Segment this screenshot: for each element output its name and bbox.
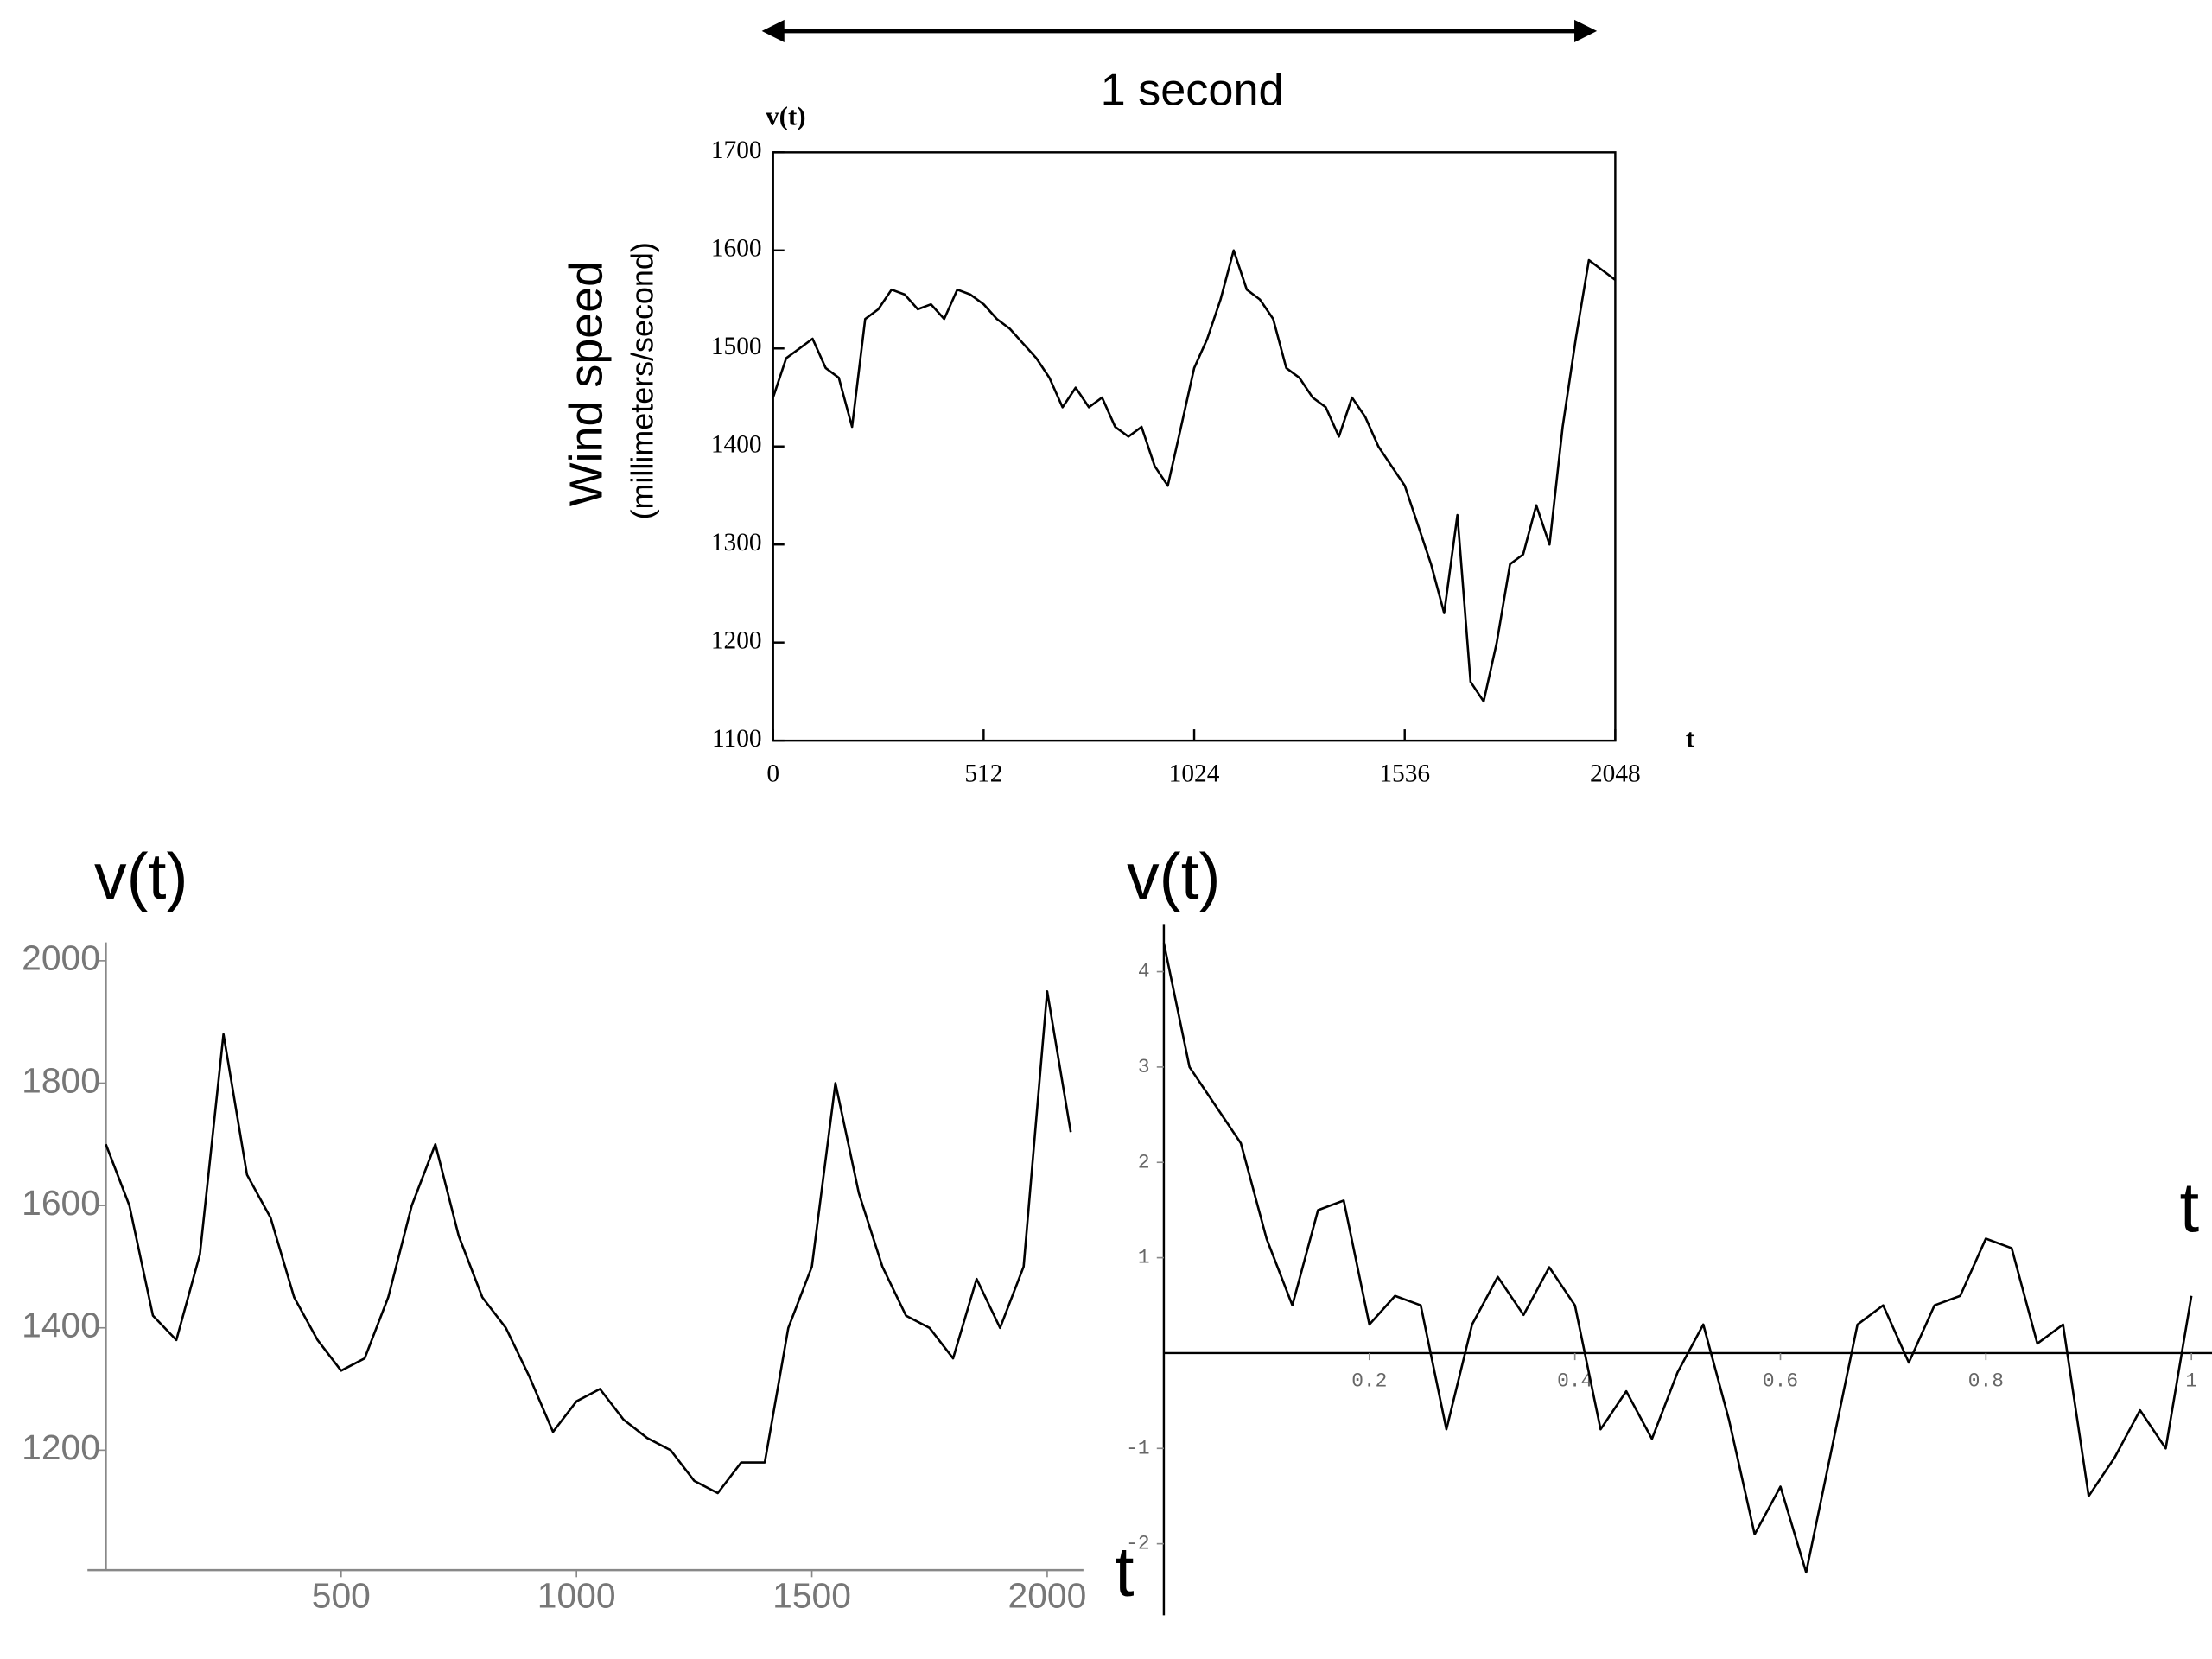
data-line [105, 989, 1072, 1495]
x-tick-label: 500 [312, 1576, 371, 1616]
x-tick-label: 0.6 [1763, 1370, 1798, 1393]
y-tick-label: 1700 [711, 137, 762, 164]
y-axis-title: Wind speed [561, 261, 613, 506]
y-tick-label: 3 [1138, 1056, 1150, 1078]
x-tick-label: 512 [964, 760, 1002, 788]
annotation: 1 second [1101, 66, 1284, 116]
y-tick-label: 1600 [22, 1183, 100, 1223]
data-line [772, 249, 1617, 703]
x-tick-label: 1500 [772, 1576, 851, 1616]
y-tick-label: 1100 [712, 725, 762, 753]
x-tick-label: 1024 [1169, 760, 1220, 788]
y-tick-label: 1200 [711, 626, 762, 654]
x-tick-label: 0.2 [1351, 1370, 1387, 1393]
x-label: t [1686, 722, 1695, 753]
y-tick-label: 1 [1138, 1247, 1150, 1269]
y-label: v(t) [94, 840, 188, 912]
y-tick-label: -1 [1126, 1437, 1149, 1459]
plot-frame [772, 151, 1617, 742]
x-tick-label: 1 [2185, 1370, 2197, 1393]
y-tick-label: 1400 [22, 1306, 100, 1345]
y-tick-label: 1300 [711, 529, 762, 556]
x-tick-label: 1000 [537, 1576, 616, 1616]
y-tick-label: 2000 [22, 938, 100, 978]
y-tick-label: 1500 [711, 333, 762, 360]
x-tick-label: 0.4 [1557, 1370, 1592, 1393]
y-axis-unit: (millimeters/second) [625, 242, 660, 519]
x-tick-label: 2000 [1008, 1576, 1087, 1616]
y-label: v(t) [766, 100, 806, 130]
x-label: t [2180, 1169, 2200, 1248]
y-label: v(t) [1127, 840, 1220, 912]
y-tick-label: -2 [1126, 1533, 1149, 1555]
y-tick-label: 1600 [711, 235, 762, 263]
y-tick-label: 1800 [22, 1060, 100, 1100]
y-tick-label: 2 [1138, 1151, 1150, 1173]
x-tick-label: 2048 [1590, 760, 1641, 788]
y-tick-label: 1400 [711, 430, 762, 458]
x-tick-label: 0.8 [1968, 1370, 2004, 1393]
y-tick-label: 1200 [22, 1427, 100, 1467]
y-tick-label: 4 [1138, 961, 1150, 983]
x-label: t [1115, 1533, 1135, 1611]
x-tick-label: 0 [766, 760, 779, 788]
data-line [1162, 943, 2193, 1574]
x-tick-label: 1536 [1379, 760, 1430, 788]
